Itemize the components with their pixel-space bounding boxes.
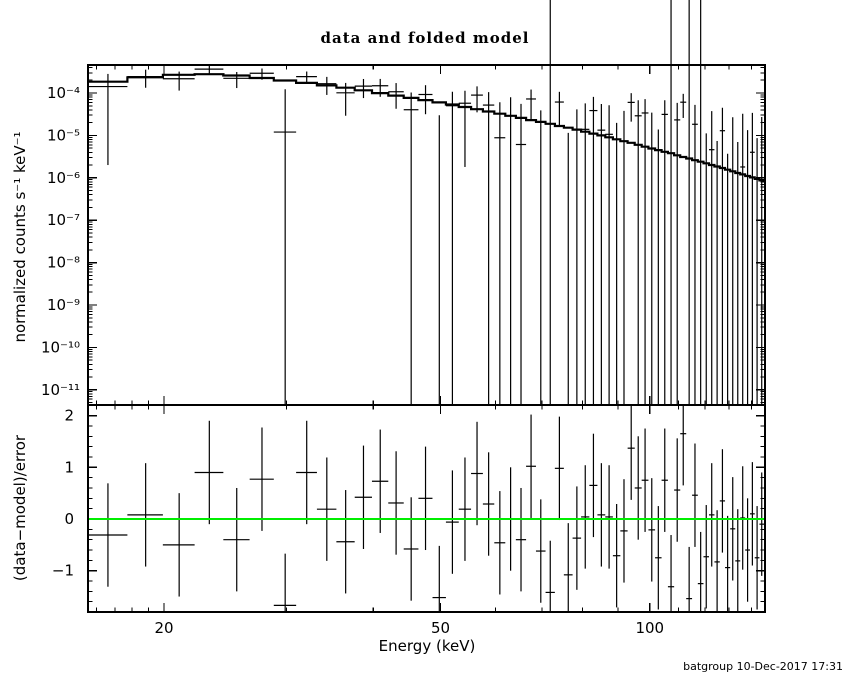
svg-text:10⁻⁵: 10⁻⁵ bbox=[47, 126, 80, 144]
svg-text:10⁻⁸: 10⁻⁸ bbox=[47, 254, 80, 272]
plot-title: data and folded model bbox=[320, 29, 530, 47]
y-axis-label-bottom: (data−model)/error bbox=[11, 434, 29, 582]
y-axis-label-top: normalized counts s⁻¹ keV⁻¹ bbox=[11, 131, 29, 343]
svg-text:10⁻⁶: 10⁻⁶ bbox=[47, 169, 80, 187]
svg-text:−1: −1 bbox=[52, 562, 74, 580]
svg-text:20: 20 bbox=[154, 619, 173, 637]
svg-text:2: 2 bbox=[64, 407, 74, 425]
x-axis-label: Energy (keV) bbox=[378, 637, 476, 655]
svg-text:0: 0 bbox=[64, 510, 74, 528]
svg-text:50: 50 bbox=[431, 619, 450, 637]
svg-text:10⁻⁴: 10⁻⁴ bbox=[47, 84, 80, 102]
svg-text:10⁻⁷: 10⁻⁷ bbox=[47, 211, 80, 229]
svg-text:100: 100 bbox=[635, 619, 664, 637]
svg-text:10⁻⁹: 10⁻⁹ bbox=[47, 296, 80, 314]
timestamp: batgroup 10-Dec-2017 17:31 bbox=[683, 660, 843, 673]
svg-text:10⁻¹⁰: 10⁻¹⁰ bbox=[41, 338, 80, 356]
svg-text:10⁻¹¹: 10⁻¹¹ bbox=[41, 381, 80, 399]
svg-text:1: 1 bbox=[64, 458, 74, 476]
